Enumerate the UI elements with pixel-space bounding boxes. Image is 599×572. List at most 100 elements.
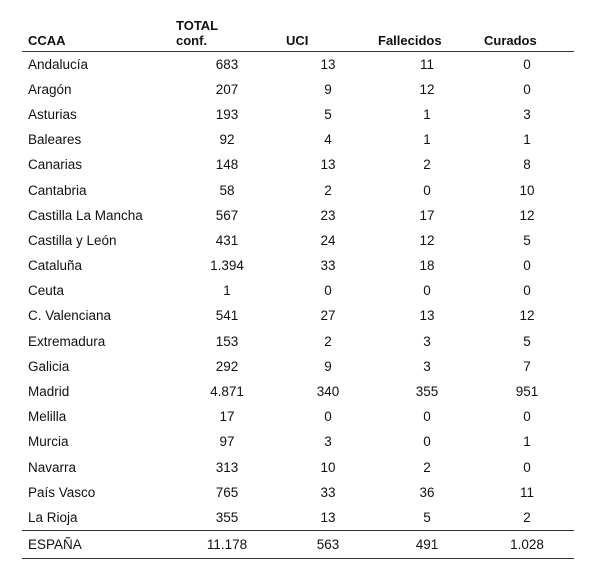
cell-fallecidos: 0 xyxy=(423,182,431,198)
table-row: Extremadura 153 2 3 5 xyxy=(22,329,574,354)
cell-curados: 12 xyxy=(519,207,535,223)
cell-name: Castilla y León xyxy=(28,232,117,248)
cell-uci: 9 xyxy=(324,81,332,97)
cell-curados: 2 xyxy=(523,509,531,525)
cell-name: Canarias xyxy=(28,157,83,173)
total-row: ESPAÑA 11.178 563 491 1.028 xyxy=(22,530,574,560)
cell-total: 292 xyxy=(215,358,239,374)
cell-uci: 340 xyxy=(316,384,340,400)
table-row: Murcia 97 3 0 1 xyxy=(22,429,574,454)
cell-name: La Rioja xyxy=(28,509,78,525)
header-fallecidos: Fallecidos xyxy=(378,32,442,48)
table-row: Cataluña 1.394 33 18 0 xyxy=(22,253,574,278)
table-row: Galicia 292 9 3 7 xyxy=(22,354,574,379)
header-total-line1: TOTAL xyxy=(176,17,219,33)
cell-curados: 12 xyxy=(519,308,535,324)
cell-uci: 2 xyxy=(324,182,332,198)
cell-total: 683 xyxy=(215,56,239,72)
cell-total: 92 xyxy=(219,132,235,148)
cell-uci: 23 xyxy=(320,207,336,223)
cell-fallecidos: 1 xyxy=(423,106,431,122)
table-row: La Rioja 355 13 5 2 xyxy=(22,505,574,531)
cell-name: País Vasco xyxy=(28,484,96,500)
cell-name: Aragón xyxy=(28,81,72,97)
cell-name: Cantabria xyxy=(28,182,87,198)
table-row: Canarias 148 13 2 8 xyxy=(22,152,574,177)
table-row: Ceuta 1 0 0 0 xyxy=(22,278,574,303)
table-header: CCAA TOTAL conf. UCI Fallecidos Curados xyxy=(22,10,574,51)
cell-fallecidos: 36 xyxy=(419,484,435,500)
cell-curados: 0 xyxy=(523,81,531,97)
cell-name: Asturias xyxy=(28,106,77,122)
cell-curados: 0 xyxy=(523,409,531,425)
cell-total: 207 xyxy=(215,81,239,97)
cell-name: Cataluña xyxy=(28,258,83,274)
cell-total: 148 xyxy=(215,157,239,173)
cell-total: 58 xyxy=(219,182,235,198)
cell-curados: 5 xyxy=(523,333,531,349)
ccaa-table: CCAA TOTAL conf. UCI Fallecidos Curados … xyxy=(22,10,574,560)
cell-fallecidos: 18 xyxy=(419,258,435,274)
cell-uci: 3 xyxy=(324,434,332,450)
cell-uci: 9 xyxy=(324,358,332,374)
total-uci: 563 xyxy=(282,530,374,560)
cell-uci: 13 xyxy=(320,56,336,72)
cell-uci: 5 xyxy=(324,106,332,122)
cell-fallecidos: 3 xyxy=(423,333,431,349)
cell-uci: 24 xyxy=(320,232,336,248)
cell-curados: 5 xyxy=(523,232,531,248)
cell-name: C. Valenciana xyxy=(28,308,112,324)
table-row: Castilla La Mancha 567 23 17 12 xyxy=(22,203,574,228)
total-fallecidos: 491 xyxy=(374,530,480,560)
cell-total: 355 xyxy=(215,509,239,525)
cell-total: 541 xyxy=(215,308,239,324)
table-row: Castilla y León 431 24 12 5 xyxy=(22,228,574,253)
table-row: Aragón 207 9 12 0 xyxy=(22,77,574,102)
cell-fallecidos: 0 xyxy=(423,409,431,425)
cell-fallecidos: 13 xyxy=(419,308,435,324)
cell-curados: 7 xyxy=(523,358,531,374)
cell-curados: 10 xyxy=(519,182,535,198)
table-row: Asturias 193 5 1 3 xyxy=(22,102,574,127)
total-name: ESPAÑA xyxy=(22,530,172,560)
cell-uci: 33 xyxy=(320,484,336,500)
cell-uci: 4 xyxy=(324,132,332,148)
cell-total: 17 xyxy=(219,409,235,425)
cell-name: Navarra xyxy=(28,459,77,475)
header-total-conf: TOTAL conf. xyxy=(172,10,282,51)
header-row: CCAA TOTAL conf. UCI Fallecidos Curados xyxy=(22,10,574,51)
cell-total: 313 xyxy=(215,459,239,475)
cell-fallecidos: 11 xyxy=(419,56,434,72)
cell-curados: 8 xyxy=(523,157,531,173)
cell-curados: 0 xyxy=(523,459,531,475)
table-row: Andalucía 683 13 11 0 xyxy=(22,51,574,77)
header-curados: Curados xyxy=(484,32,537,48)
table-row: Madrid 4.871 340 355 951 xyxy=(22,379,574,404)
cell-curados: 3 xyxy=(523,106,531,122)
table-row: Baleares 92 4 1 1 xyxy=(22,127,574,152)
table-row: Navarra 313 10 2 0 xyxy=(22,455,574,480)
cell-curados: 11 xyxy=(519,484,534,500)
cell-name: Baleares xyxy=(28,132,82,148)
cell-fallecidos: 0 xyxy=(423,434,431,450)
cell-curados: 0 xyxy=(523,283,531,299)
cell-total: 431 xyxy=(215,232,239,248)
cell-name: Murcia xyxy=(28,434,69,450)
cell-total: 4.871 xyxy=(210,384,244,400)
cell-uci: 13 xyxy=(320,157,336,173)
cell-curados: 1 xyxy=(523,434,531,450)
cell-name: Castilla La Mancha xyxy=(28,207,143,223)
cell-total: 567 xyxy=(215,207,239,223)
table-row: Cantabria 58 2 0 10 xyxy=(22,177,574,202)
cell-name: Melilla xyxy=(28,409,67,425)
cell-uci: 27 xyxy=(320,308,336,324)
cell-total: 765 xyxy=(215,484,239,500)
cell-name: Galicia xyxy=(28,358,70,374)
cell-fallecidos: 1 xyxy=(423,132,431,148)
cell-fallecidos: 0 xyxy=(423,283,431,299)
cell-uci: 33 xyxy=(320,258,336,274)
total-total: 11.178 xyxy=(172,530,282,560)
cell-curados: 0 xyxy=(523,258,531,274)
cell-name: Extremadura xyxy=(28,333,106,349)
header-total-line2: conf. xyxy=(176,32,208,48)
